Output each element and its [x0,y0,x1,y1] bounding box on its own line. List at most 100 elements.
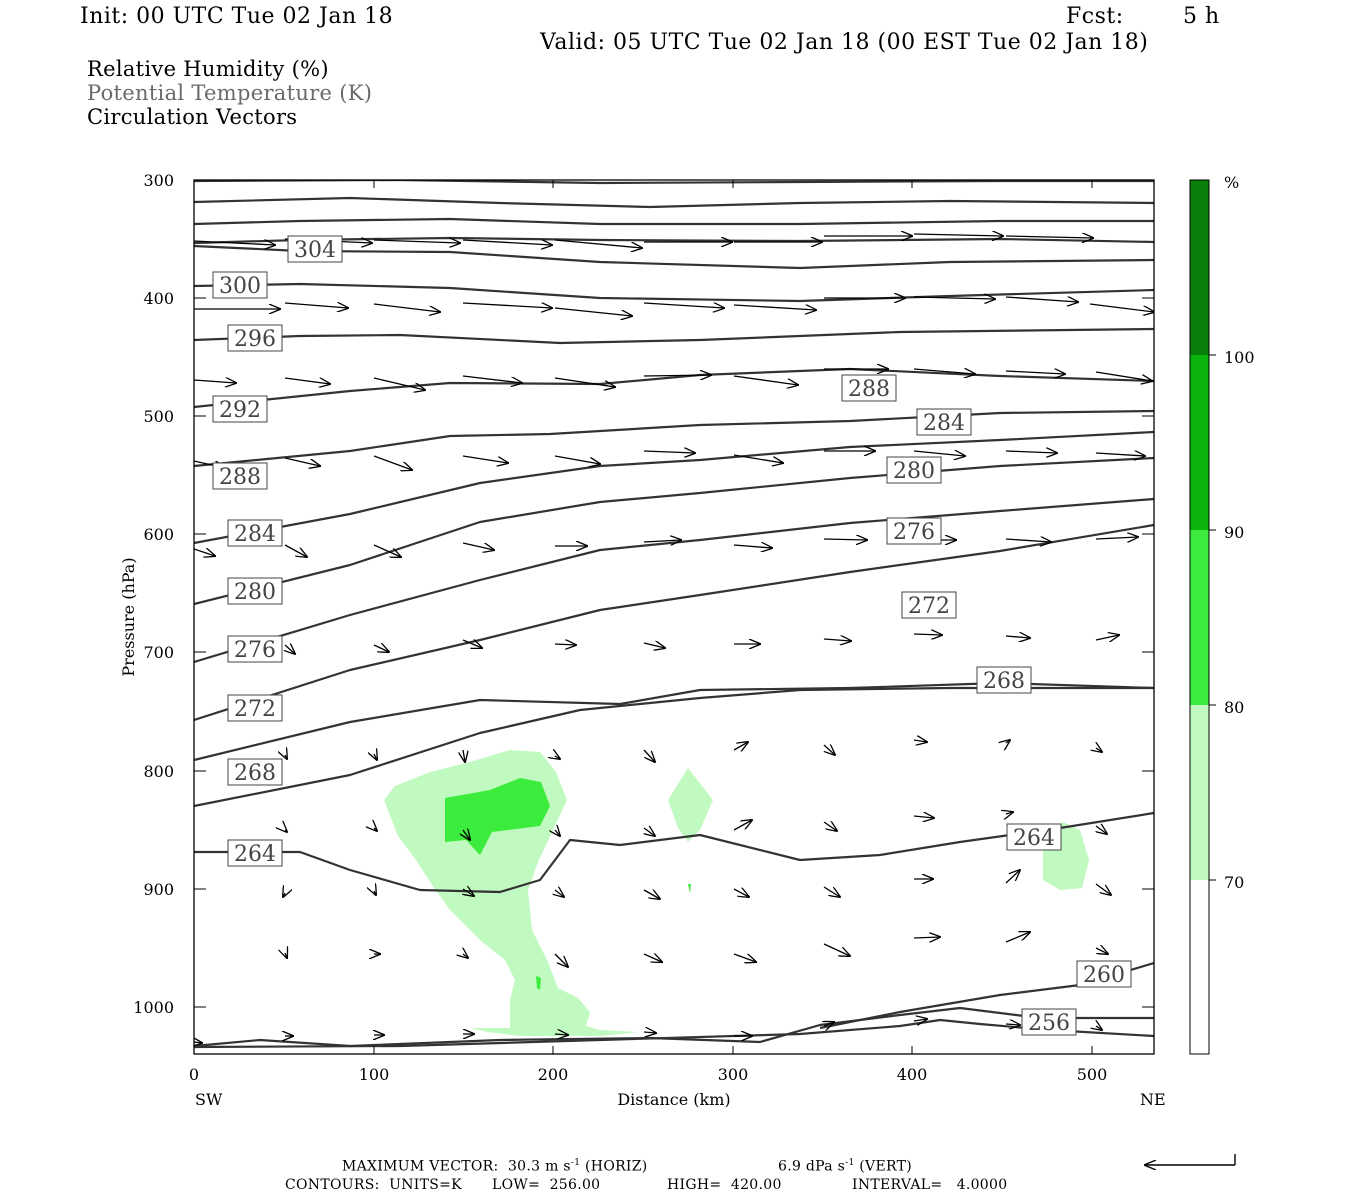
max-vector-text: MAXIMUM VECTOR: 30.3 m s-1 (HORIZ) [342,1158,648,1175]
circulation-vector [913,816,934,818]
rh-shading [384,750,1089,1036]
circulation-vector [823,886,840,897]
colorbar-label-100: 100 [1224,348,1255,367]
max-vector-vert-text: 6.9 dPa s-1 (VERT) [778,1158,912,1175]
circulation-vector [1005,636,1030,638]
theta-label-256: 256 [1021,1008,1077,1036]
circulation-vector [823,639,851,641]
circulation-vector [554,953,568,967]
theta-contour-line [194,811,1154,894]
circulation-vector [1095,537,1138,539]
theta-label-288: 288 [841,374,897,402]
x-tick-labels: 0 100 200 300 400 500 [189,1065,1107,1084]
svg-text:256: 256 [1028,1011,1070,1036]
circulation-vector [643,643,665,648]
colorbar-frame [1189,179,1210,1055]
svg-text:280: 280 [234,580,276,605]
legend-theta: Potential Temperature (K) [87,81,373,105]
contours-high: HIGH= 420.00 [667,1177,782,1193]
circulation-vector [373,240,460,243]
circulation-vector [1089,303,1154,312]
plot-frame [193,179,1155,1055]
theta-contour-line [194,409,1154,468]
y-tick-300: 300 [143,171,174,190]
circulation-vectors [194,234,1154,1043]
circulation-vector [554,307,632,316]
circulation-vector [824,1022,834,1026]
theta-contour-line [194,217,1154,226]
theta-contour-line [194,196,1154,209]
circulation-vector [733,889,749,897]
theta-contour-line [194,282,1154,303]
theta-label-304: 304 [287,235,343,263]
circulation-vector [733,305,816,310]
circulation-vector [462,302,552,308]
y-tick-400: 400 [143,289,174,308]
circulation-vector [462,239,552,245]
colorbar-bin-90-100 [1190,355,1209,530]
svg-text:264: 264 [1013,826,1055,851]
circulation-vector [284,377,330,384]
theta-label-284: 284 [916,408,972,436]
theta-label-272: 272 [227,694,283,722]
circulation-vector [1096,748,1102,752]
circulation-vector [1095,453,1145,456]
circulation-vector [1005,236,1093,238]
circulation-vector [1096,826,1107,834]
circulation-vector [733,953,756,962]
theta-label-272: 272 [901,591,957,619]
circulation-vector [824,745,835,755]
circulation-vector [1095,948,1108,954]
y-tick-800: 800 [143,762,174,781]
circulation-vector [462,455,508,463]
theta-label-280: 280 [227,577,283,605]
theta-label-288: 288 [212,462,268,490]
theta-label-292: 292 [212,395,268,423]
circulation-vector [1095,883,1111,895]
circulation-vector [373,645,389,652]
valid-time: Valid: 05 UTC Tue 02 Jan 18 (00 EST Tue … [540,30,1149,55]
y-tick-700: 700 [143,643,174,662]
theta-label-268: 268 [976,666,1032,694]
circulation-vector [1005,371,1065,374]
circulation-vector [373,544,401,557]
circulation-vector [643,540,681,542]
contours-units: CONTOURS: UNITS=K [285,1177,462,1193]
circulation-vector [643,451,695,453]
colorbar-label-80: 80 [1224,698,1244,717]
svg-text:272: 272 [234,697,276,722]
svg-text:276: 276 [234,638,276,663]
rh-80-small [536,976,541,990]
x-tick-0: 0 [189,1065,199,1084]
circulation-vector [374,828,377,831]
circulation-vector [913,1019,927,1021]
circulation-vector [555,830,560,836]
circulation-vector [1005,539,1051,542]
circulation-vector [733,742,748,750]
circulation-vector [913,634,942,635]
circulation-vector [733,454,783,463]
theta-label-260: 260 [1076,960,1132,988]
y-tick-500: 500 [143,407,174,426]
legend-rh: Relative Humidity (%) [87,57,329,81]
theta-label-264: 264 [227,839,283,867]
circulation-vector [194,241,275,245]
rh-80-dot [688,884,691,893]
circulation-vector [643,303,724,308]
circulation-vector [913,297,995,299]
theta-contour-line [194,523,1154,722]
svg-text:272: 272 [908,594,950,619]
svg-text:276: 276 [893,520,935,545]
sw-label: SW [195,1090,223,1109]
circulation-vector [733,375,798,385]
circulation-vector [463,954,468,958]
circulation-vector [643,375,711,376]
theta-label-276: 276 [886,517,942,545]
circulation-vector [1006,740,1010,743]
svg-text:264: 264 [234,842,276,867]
circulation-vector [462,640,482,648]
circulation-vector [554,455,600,464]
y-tick-1000: 1000 [133,998,174,1017]
theta-contours [194,180,1154,1049]
